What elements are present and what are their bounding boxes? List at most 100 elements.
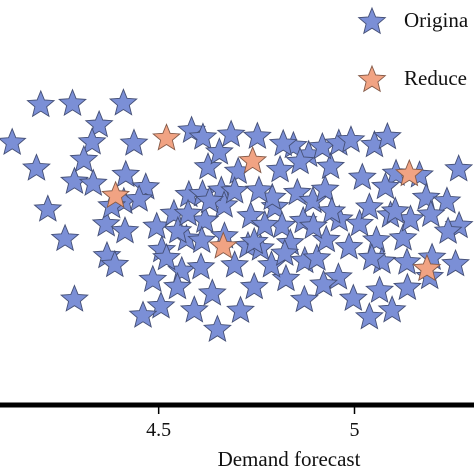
data-point-star-icon xyxy=(186,252,216,280)
data-point-star-icon xyxy=(444,154,474,182)
data-point-star-icon xyxy=(357,242,387,271)
data-point-star-icon xyxy=(370,171,400,200)
data-point-star-icon xyxy=(187,225,217,254)
data-point-star-icon xyxy=(392,272,422,301)
series-0 xyxy=(0,88,474,342)
x-axis-ticks: 4.5 5 xyxy=(146,405,360,441)
data-point-star-icon xyxy=(77,127,107,155)
data-point-star-icon xyxy=(146,291,176,319)
data-point-star-icon xyxy=(268,128,298,157)
data-point-star-icon xyxy=(190,205,220,233)
data-point-star-icon xyxy=(302,243,332,271)
data-point-star-icon xyxy=(119,128,149,156)
data-point-star-icon xyxy=(394,158,424,187)
data-point-star-icon xyxy=(208,231,238,259)
data-point-star-icon xyxy=(317,196,347,224)
data-point-star-icon xyxy=(270,238,300,266)
data-point-star-icon xyxy=(60,284,89,312)
data-point-star-icon xyxy=(285,146,315,175)
legend-marker-reduce xyxy=(357,64,387,93)
data-point-star-icon xyxy=(388,223,418,251)
data-point-star-icon xyxy=(298,211,328,240)
legend-label-reduce: Reduce xyxy=(404,66,467,90)
data-point-star-icon xyxy=(441,248,470,277)
data-point-star-icon xyxy=(372,121,402,150)
data-point-star-icon xyxy=(188,122,218,150)
data-point-star-icon xyxy=(138,264,168,293)
data-point-star-icon xyxy=(216,119,246,147)
data-point-star-icon xyxy=(220,176,250,204)
data-point-star-icon xyxy=(69,144,99,173)
data-point-star-icon xyxy=(238,146,268,174)
data-point-star-icon xyxy=(60,166,89,194)
data-point-star-icon xyxy=(242,121,272,149)
data-point-star-icon xyxy=(124,184,154,212)
data-point-star-icon xyxy=(239,271,269,300)
data-point-star-icon xyxy=(345,208,375,237)
data-point-star-icon xyxy=(193,152,223,180)
legend-star-icon xyxy=(357,6,387,35)
data-point-star-icon xyxy=(338,283,368,311)
data-point-star-icon xyxy=(377,295,407,323)
data-point-star-icon xyxy=(195,185,225,214)
legend: Origina Reduce xyxy=(357,6,469,93)
data-point-star-icon xyxy=(179,295,209,323)
data-point-star-icon xyxy=(239,226,269,255)
data-point-star-icon xyxy=(354,301,384,330)
data-point-star-icon xyxy=(197,278,227,306)
data-point-star-icon xyxy=(58,88,87,117)
data-point-star-icon xyxy=(310,174,340,203)
data-point-star-icon xyxy=(336,125,366,153)
data-point-star-icon xyxy=(361,225,391,253)
data-point-star-icon xyxy=(265,154,295,183)
data-point-star-icon xyxy=(433,216,463,244)
data-point-star-icon xyxy=(289,284,319,313)
data-point-star-icon xyxy=(316,151,346,180)
data-point-star-icon xyxy=(152,123,181,151)
data-point-star-icon xyxy=(416,199,446,227)
data-point-star-icon xyxy=(84,109,114,138)
x-tick-label: 5 xyxy=(350,419,360,441)
data-point-star-icon xyxy=(392,247,422,275)
data-points xyxy=(0,88,474,342)
data-point-star-icon xyxy=(334,232,364,260)
data-point-star-icon xyxy=(354,192,384,220)
data-point-star-icon xyxy=(111,159,141,188)
x-axis-label: Demand forecast xyxy=(218,447,361,471)
data-point-star-icon xyxy=(91,209,121,237)
data-point-star-icon xyxy=(204,137,234,165)
data-point-star-icon xyxy=(411,182,441,211)
data-point-star-icon xyxy=(110,215,140,244)
data-point-star-icon xyxy=(347,162,377,190)
data-point-star-icon xyxy=(220,250,250,278)
legend-label-original: Origina xyxy=(404,8,469,32)
legend-star-icon xyxy=(357,64,387,93)
data-point-star-icon xyxy=(50,223,80,252)
data-point-star-icon xyxy=(380,196,410,224)
data-point-star-icon xyxy=(202,314,232,342)
data-point-star-icon xyxy=(311,224,341,253)
data-point-star-icon xyxy=(26,89,56,118)
data-point-star-icon xyxy=(163,271,192,300)
data-point-star-icon xyxy=(78,168,108,197)
data-point-star-icon xyxy=(173,198,203,227)
data-point-star-icon xyxy=(100,249,130,278)
data-point-star-icon xyxy=(0,127,27,156)
data-point-star-icon xyxy=(101,180,131,209)
data-point-star-icon xyxy=(22,153,51,181)
data-point-star-icon xyxy=(250,209,280,238)
data-point-star-icon xyxy=(226,295,255,324)
data-point-star-icon xyxy=(365,275,395,303)
data-point-star-icon xyxy=(412,253,442,282)
data-point-star-icon xyxy=(108,88,138,116)
data-point-star-icon xyxy=(432,186,462,214)
data-point-star-icon xyxy=(152,242,181,271)
data-point-star-icon xyxy=(244,175,274,203)
series-1 xyxy=(101,123,442,282)
data-point-star-icon xyxy=(33,194,63,222)
data-point-star-icon xyxy=(128,300,158,328)
data-point-star-icon xyxy=(309,269,339,297)
data-point-star-icon xyxy=(163,215,193,244)
legend-marker-original xyxy=(357,6,387,35)
